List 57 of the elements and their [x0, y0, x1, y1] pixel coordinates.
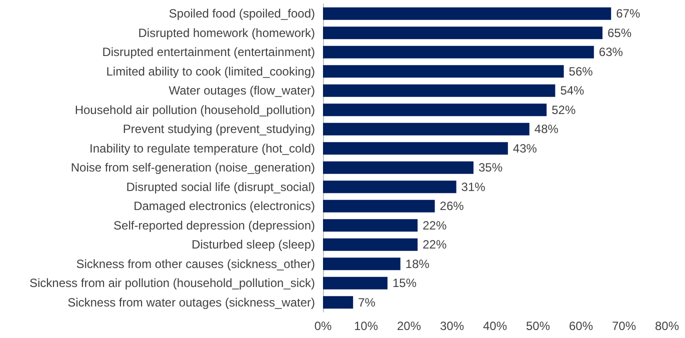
bar [323, 26, 602, 40]
bar [323, 142, 508, 155]
x-tick-label: 80% [654, 319, 680, 333]
bar [323, 296, 354, 309]
y-tick-label: Sickness from air pollution (household_pollution_sick) [30, 276, 315, 290]
bar [323, 7, 612, 20]
bar [323, 46, 594, 58]
x-tick-label: 40% [482, 319, 508, 333]
y-tick-label: Disrupted homework (homework) [138, 26, 315, 40]
x-tick-label: 50% [526, 319, 550, 333]
y-tick-label: Noise from self-generation (noise_generation) [70, 160, 315, 175]
data-label: 52% [552, 102, 576, 117]
data-label: 15% [392, 276, 417, 290]
y-tick-label: Prevent studying (prevent_studying) [122, 122, 315, 136]
x-tick-label: 30% [440, 319, 464, 333]
data-label: 43% [512, 141, 538, 156]
data-label: 56% [568, 64, 594, 78]
x-tick-label: 70% [612, 319, 636, 333]
bar [323, 276, 388, 290]
data-label: 48% [534, 122, 559, 136]
y-tick-label: Sickness from other causes (sickness_other) [76, 256, 315, 271]
data-label: 67% [616, 6, 640, 21]
bar [323, 258, 400, 270]
data-label: 65% [608, 26, 632, 40]
x-tick-label: 60% [568, 319, 594, 333]
bar [323, 122, 530, 136]
y-tick-label: Damaged electronics (electronics) [134, 199, 316, 214]
bar [323, 104, 547, 116]
data-label: 26% [440, 199, 464, 214]
y-tick-label: Inability to regulate temperature (hot_cold) [90, 141, 315, 156]
data-label: 22% [422, 218, 447, 232]
y-tick-label: Limited ability to cook (limited_cooking) [106, 64, 315, 78]
bar [323, 200, 435, 212]
bar [323, 219, 418, 232]
y-tick-label: Disrupted social life (disrupt_social) [126, 180, 315, 194]
y-tick-label: Household air pollution (household_pollution) [74, 102, 315, 117]
bar [323, 65, 564, 78]
data-label: 31% [461, 180, 486, 194]
bar [323, 180, 456, 194]
bar [323, 238, 418, 251]
y-tick-label: Disturbed sleep (sleep) [192, 238, 315, 252]
bar [323, 84, 556, 97]
bar [323, 161, 474, 174]
y-tick-label: Spoiled food (spoiled_food) [168, 6, 315, 21]
data-label: 22% [422, 238, 447, 252]
x-tick-label: 0% [314, 319, 332, 333]
y-tick-label: Self-reported depression (depression) [114, 218, 315, 232]
y-tick-label: Disrupted entertainment (entertainment) [102, 45, 315, 60]
data-label: 54% [560, 84, 585, 98]
y-tick-label: Sickness from water outages (sickness_water) [68, 295, 315, 310]
y-tick-label: Water outages (flow_water) [168, 84, 315, 98]
data-label: 7% [358, 295, 376, 310]
data-label: 63% [598, 45, 624, 60]
x-tick-label: 10% [354, 319, 378, 333]
data-label: 35% [478, 160, 503, 175]
data-label: 18% [405, 256, 430, 271]
x-tick-label: 20% [396, 319, 422, 333]
